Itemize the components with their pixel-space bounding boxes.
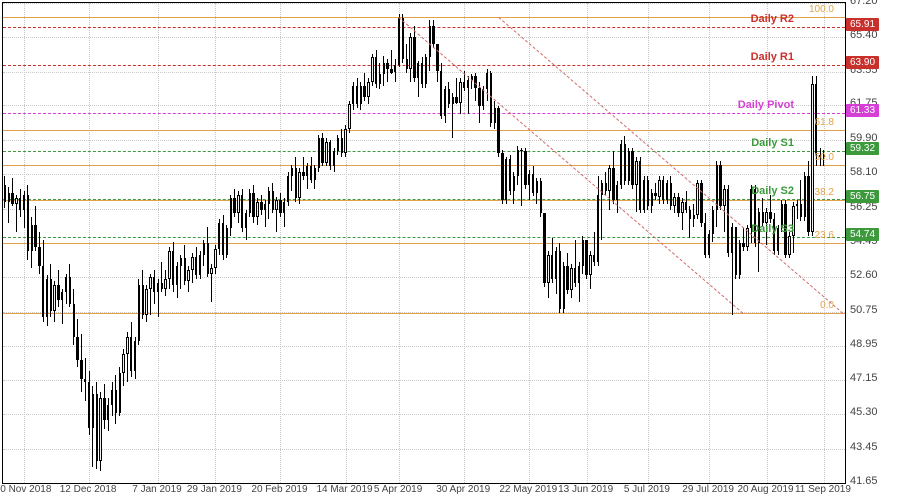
- y-axis-label: 43.45: [850, 441, 878, 453]
- x-axis-label: 20 Nov 2018: [0, 484, 51, 495]
- fib-label: 61.8: [784, 117, 834, 128]
- y-axis-label: 50.75: [850, 304, 878, 316]
- fib-label: 50.0: [784, 152, 834, 163]
- pivot-label: Daily S2: [734, 185, 794, 197]
- y-axis-label: 48.95: [850, 338, 878, 350]
- x-axis-label: 5 Jul 2019: [624, 484, 670, 495]
- plot-area[interactable]: [2, 2, 846, 484]
- pivot-line: [3, 27, 845, 28]
- fib-line: [3, 17, 845, 18]
- x-axis-label: 13 Jun 2019: [558, 484, 613, 495]
- fib-line: [3, 243, 845, 244]
- price-tag: 59.32: [846, 142, 879, 155]
- x-axis-label: 29 Jul 2019: [682, 484, 734, 495]
- pivot-line: [3, 237, 845, 238]
- x-axis-label: 22 May 2019: [499, 484, 557, 495]
- fib-line: [3, 130, 845, 131]
- x-axis-label: 5 Apr 2019: [374, 484, 422, 495]
- chart-container: XTIUSD,Daily 61.83 62.56 58.49 59.14 ▼ 4…: [0, 0, 900, 500]
- x-axis-label: 29 Jan 2019: [187, 484, 242, 495]
- fib-label: 0.0: [784, 300, 834, 311]
- x-axis-label: 20 Aug 2019: [737, 484, 793, 495]
- pivot-line: [3, 151, 845, 152]
- pivot-label: Daily S1: [734, 137, 794, 149]
- price-tag: 54.74: [846, 228, 879, 241]
- fib-line: [3, 313, 845, 314]
- y-axis-label: 67.20: [850, 0, 878, 7]
- price-tag: 56.75: [846, 190, 879, 203]
- pivot-label: Daily R1: [734, 51, 794, 63]
- x-axis-label: 20 Feb 2019: [251, 484, 307, 495]
- price-tag: 61.33: [846, 104, 879, 117]
- y-axis-label: 58.10: [850, 166, 878, 178]
- pivot-label: Daily R2: [734, 13, 794, 25]
- x-axis-label: 30 Apr 2019: [436, 484, 490, 495]
- y-axis-label: 45.30: [850, 406, 878, 418]
- price-tag: 63.90: [846, 56, 879, 69]
- x-axis-label: 11 Sep 2019: [795, 484, 851, 495]
- x-axis-label: 14 Mar 2019: [316, 484, 372, 495]
- price-tag: 65.91: [846, 18, 879, 31]
- pivot-label: Daily Pivot: [734, 99, 794, 111]
- y-axis-label: 41.65: [850, 475, 878, 487]
- x-axis-label: 12 Dec 2018: [60, 484, 117, 495]
- y-axis-label: 47.15: [850, 372, 878, 384]
- x-axis-label: 7 Jan 2019: [132, 484, 182, 495]
- pivot-label: Daily S3: [734, 223, 794, 235]
- y-axis-label: 52.60: [850, 269, 878, 281]
- pivot-line: [3, 113, 845, 114]
